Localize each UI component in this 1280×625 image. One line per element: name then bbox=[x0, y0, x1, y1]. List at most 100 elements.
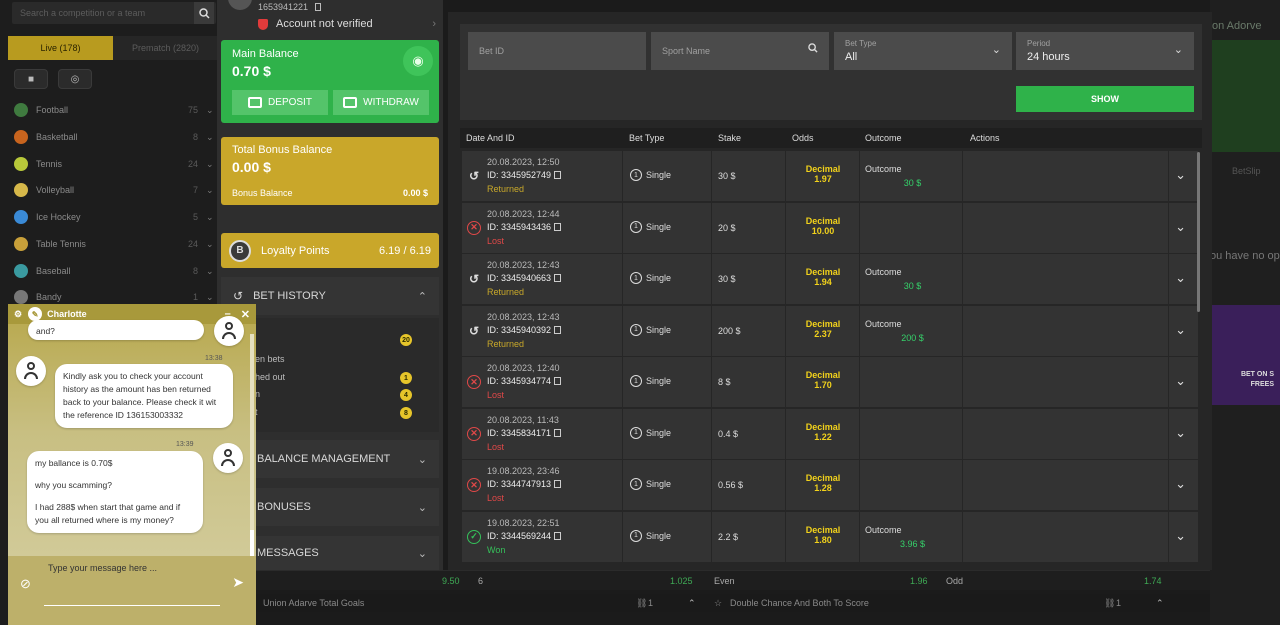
competition-search-input[interactable]: Search a competition or a team bbox=[12, 2, 216, 24]
period-value: 24 hours bbox=[1027, 51, 1070, 63]
bet-stake: 0.4 $ bbox=[718, 428, 739, 439]
table-row[interactable]: ↺ 20.08.2023, 12:43 ID: 3345940392 Returned… bbox=[462, 305, 1198, 356]
chevron-up-icon[interactable]: ⌃ bbox=[688, 597, 696, 608]
chevron-down-icon[interactable]: ⌄ bbox=[1175, 218, 1186, 234]
chevron-down-icon[interactable]: ⌄ bbox=[1175, 476, 1186, 491]
eye-icon[interactable]: ◉ bbox=[403, 46, 433, 76]
chat-input-area[interactable]: Type your message here ... ⊘ ➤ bbox=[8, 556, 256, 625]
sport-item[interactable]: Volleyball 7 ⌄ bbox=[8, 179, 218, 201]
market-title-right[interactable]: Double Chance And Both To Score bbox=[730, 598, 869, 608]
main-balance-value: 0.70 $ bbox=[232, 63, 271, 79]
copy-icon[interactable] bbox=[554, 531, 562, 540]
odd-value[interactable]: 1.025 bbox=[670, 575, 693, 586]
bet-type-text: Single bbox=[646, 170, 672, 180]
odd-label: Even bbox=[714, 575, 735, 586]
copy-icon[interactable] bbox=[554, 222, 562, 231]
odds-label: Decimal bbox=[805, 318, 841, 329]
copy-icon[interactable] bbox=[554, 274, 562, 282]
sport-item[interactable]: Tennis 24 ⌄ bbox=[8, 153, 218, 175]
table-row[interactable]: ✕ 20.08.2023, 11:43 ID: 3345834171 Lost 1 Sin… bbox=[462, 408, 1198, 459]
show-button[interactable]: SHOW bbox=[1016, 86, 1194, 112]
table-row[interactable]: ↺ 20.08.2023, 12:43 ID: 3345940663 Returned… bbox=[462, 254, 1198, 304]
video-filter-button[interactable]: ■ bbox=[14, 69, 48, 89]
history-item[interactable]: n bbox=[255, 389, 261, 399]
settings-icon[interactable]: ⚙ bbox=[14, 308, 23, 319]
chevron-down-icon: ⌄ bbox=[206, 131, 214, 142]
history-item[interactable]: en bets bbox=[255, 354, 285, 364]
period-select[interactable]: Period 24 hours ⌄ bbox=[1016, 32, 1194, 70]
market-title-left[interactable]: Union Adarve Total Goals bbox=[263, 598, 365, 608]
balance-management-section[interactable]: BALANCE MANAGEMENT ⌄ bbox=[221, 440, 439, 478]
loyalty-points-card[interactable]: B Loyalty Points 6.19 / 6.19 bbox=[221, 233, 439, 268]
bonus-balance-card: Total Bonus Balance 0.00 $ Bonus Balance… bbox=[221, 137, 439, 205]
globe-filter-button[interactable]: ◎ bbox=[58, 69, 92, 89]
odds-value: 1.80 bbox=[814, 534, 832, 545]
cell-odds bbox=[786, 460, 860, 510]
search-icon[interactable] bbox=[808, 43, 818, 56]
bet-history-table: Date And ID Bet Type Stake Odds Outcome … bbox=[460, 128, 1202, 562]
star-icon[interactable]: ☆ bbox=[714, 597, 723, 608]
copy-icon[interactable] bbox=[554, 377, 562, 385]
chevron-up-icon[interactable]: ⌃ bbox=[1156, 597, 1164, 608]
sport-item[interactable]: Basketball 8 ⌄ bbox=[8, 126, 218, 148]
cell-odds bbox=[786, 305, 860, 356]
minimize-icon[interactable]: – bbox=[224, 307, 231, 320]
bet-id-input[interactable]: Bet ID bbox=[468, 32, 646, 70]
history-item[interactable]: hed out bbox=[255, 372, 286, 382]
tab-live[interactable]: Live (178) bbox=[8, 36, 113, 60]
table-row[interactable]: ✕ 20.08.2023, 12:40 ID: 3345934774 Lost 1 Sin… bbox=[462, 357, 1198, 407]
chevron-down-icon[interactable]: ⌄ bbox=[1175, 373, 1186, 388]
attachment-icon[interactable]: ⊘ bbox=[20, 576, 31, 591]
bonuses-section[interactable]: BONUSES ⌄ bbox=[221, 488, 439, 526]
verify-label: Account not verified bbox=[276, 18, 373, 30]
send-icon[interactable]: ➤ bbox=[232, 574, 244, 590]
bet-history-section[interactable]: ↺ BET HISTORY ⌃ bbox=[221, 277, 439, 315]
table-row[interactable]: ✓ 19.08.2023, 22:51 ID: 3344569244 Won 1 Sing… bbox=[462, 511, 1198, 562]
sport-item[interactable]: Baseball 8 ⌄ bbox=[8, 260, 218, 282]
copy-icon[interactable] bbox=[554, 428, 562, 437]
sport-item[interactable]: Table Tennis 24 ⌄ bbox=[8, 233, 218, 255]
table-row[interactable]: ↺ 20.08.2023, 12:50 ID: 3345952749 Returned… bbox=[462, 151, 1198, 201]
chevron-down-icon: ⌄ bbox=[1173, 44, 1183, 56]
tab-prematch[interactable]: Prematch (2820) bbox=[113, 36, 218, 60]
copy-icon[interactable] bbox=[554, 480, 562, 488]
copy-icon[interactable] bbox=[554, 325, 562, 334]
history-item[interactable]: t bbox=[255, 407, 258, 417]
chevron-down-icon[interactable]: ⌄ bbox=[1175, 270, 1186, 285]
withdraw-button[interactable]: WITHDRAW bbox=[333, 90, 429, 115]
chevron-down-icon[interactable]: ⌄ bbox=[1175, 167, 1186, 182]
table-row[interactable]: ✕ 19.08.2023, 23:46 ID: 3344747913 Lost 1 Sin… bbox=[462, 460, 1198, 510]
odd-value[interactable]: 9.50 bbox=[442, 575, 460, 586]
sport-name-input[interactable]: Sport Name bbox=[651, 32, 829, 70]
sport-item[interactable]: Ice Hockey 5 ⌄ bbox=[8, 206, 218, 228]
chevron-down-icon[interactable]: ⌄ bbox=[1175, 424, 1186, 440]
chevron-down-icon[interactable]: ⌄ bbox=[1175, 527, 1186, 543]
link-icon: ⛓ bbox=[1104, 597, 1116, 608]
copy-icon[interactable] bbox=[554, 171, 562, 179]
sport-item[interactable]: Football 75 ⌄ bbox=[8, 99, 218, 121]
bet-status: Lost bbox=[487, 390, 505, 400]
betslip-tab[interactable]: BetSlip bbox=[1232, 166, 1261, 176]
promo-banner[interactable]: BET ON S FREES bbox=[1212, 305, 1280, 405]
main-balance-card: Main Balance 0.70 $ ◉ DEPOSIT WITHDRAW bbox=[221, 40, 439, 123]
copy-icon[interactable] bbox=[314, 3, 321, 11]
close-icon[interactable]: ✕ bbox=[240, 308, 250, 321]
deposit-button[interactable]: DEPOSIT bbox=[232, 90, 328, 115]
chat-timestamp: 13:38 bbox=[205, 355, 223, 362]
sport-count: 7 bbox=[192, 185, 198, 195]
table-scrollbar[interactable] bbox=[1197, 152, 1200, 312]
cell-actions bbox=[963, 254, 1169, 304]
odd-value[interactable]: 1.74 bbox=[1144, 575, 1162, 586]
col-actions: Actions bbox=[970, 133, 1000, 143]
bet-type-select[interactable]: Bet Type All ⌄ bbox=[834, 32, 1012, 70]
odd-value[interactable]: 1.96 bbox=[910, 575, 928, 586]
chevron-down-icon[interactable]: ⌄ bbox=[1175, 321, 1186, 337]
table-row[interactable]: ✕ 20.08.2023, 12:44 ID: 3345943436 Lost 1 Sin… bbox=[462, 202, 1198, 253]
bet-stake: 30 $ bbox=[718, 171, 736, 181]
search-icon[interactable] bbox=[194, 2, 214, 24]
chat-scrollbar[interactable] bbox=[250, 334, 254, 556]
sport-item[interactable]: Bandy 1 ⌄ bbox=[8, 286, 218, 308]
bet-type-text: Single bbox=[646, 324, 672, 335]
messages-section[interactable]: MESSAGES ⌄ bbox=[221, 536, 439, 570]
account-verify-row[interactable]: Account not verified › bbox=[258, 18, 436, 30]
